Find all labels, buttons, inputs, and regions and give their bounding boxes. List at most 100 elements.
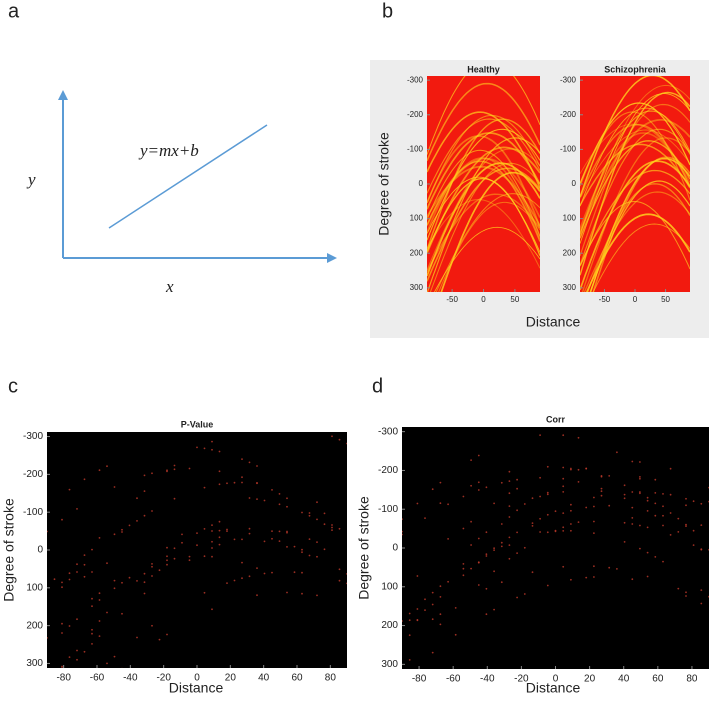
texture-dot [577,436,580,439]
texture-dot [462,495,465,498]
heatmap-texture [580,76,690,292]
y-tick-label: -200 [560,110,577,119]
texture-dot [211,524,213,526]
texture-dot [439,481,442,484]
texture-curve [427,114,540,204]
x-tick-label: 0 [194,673,200,684]
texture-dot [248,527,251,530]
texture-dot [233,481,236,484]
texture-dot [623,521,626,524]
texture-dot [516,531,518,534]
texture-dot [278,493,281,495]
texture-dot [402,533,403,536]
y-tick-label: 100 [563,214,577,223]
texture-dot [577,481,580,483]
texture-dot [241,538,243,541]
texture-dot [61,622,63,625]
texture-dot [83,478,86,481]
texture-dot [91,548,93,551]
texture-dot [500,545,503,548]
texture-dot [431,618,434,621]
texture-dot [76,508,78,510]
texture-dot [416,502,419,505]
texture-dot [685,525,687,527]
texture-dot [226,528,228,531]
panel-label: c [8,375,18,397]
texture-dot [308,538,311,540]
texture-curve [429,162,540,292]
texture-dot [669,493,672,496]
texture-dot [158,569,161,572]
texture-dot [516,552,518,554]
texture-curve [427,157,540,239]
texture-dot [562,526,565,529]
texture-dot [639,547,641,550]
texture-dot [677,517,680,520]
texture-dot [316,541,318,543]
texture-dot [256,465,258,467]
texture-dot [173,497,176,500]
texture-dot [338,438,341,441]
texture-dot [654,556,657,558]
y-tick-label: 200 [410,248,424,257]
heatmap-background [402,427,709,669]
texture-dot [121,528,123,531]
texture-dot [700,502,703,505]
texture-dot [316,594,318,597]
y-tick-label: 100 [26,582,43,593]
texture-dot [470,544,472,546]
texture-curve [580,102,690,184]
texture-dot [677,531,680,533]
texture-dot [485,555,488,557]
y-tick-label: 300 [381,659,398,670]
texture-dot [485,587,488,590]
texture-curve [580,76,690,198]
texture-dot [431,488,434,491]
texture-dot [218,536,221,539]
texture-dot [639,477,641,480]
x-tick-label: -60 [446,674,461,685]
texture-dot [454,633,457,636]
texture-curve [427,137,540,292]
texture-dot [523,503,526,505]
texture-dot [166,633,168,636]
x-tick-label: 20 [584,674,596,685]
texture-dot [286,497,288,500]
texture-dot [263,540,266,543]
texture-dot [639,491,641,493]
texture-dot [669,534,672,536]
texture-dot [685,523,687,526]
x-tick-label: 40 [258,673,270,684]
texture-dot [692,529,695,532]
y-tick-label: 300 [410,283,424,292]
texture-curve [427,199,540,269]
texture-dot [508,470,511,473]
texture-dot [68,578,71,581]
texture-dot [46,692,48,694]
texture-dot [662,514,664,517]
line [108,124,268,229]
texture-dot [256,594,258,597]
texture-dot [76,618,78,621]
texture-curve [580,93,690,244]
texture-dot [166,555,168,558]
texture-dot [570,578,572,581]
texture-dot [98,537,101,539]
texture-dot [338,579,341,582]
texture-dot [338,527,341,530]
texture-dot [470,484,472,487]
x-tick-label: 50 [661,295,670,304]
texture-dot [98,620,101,622]
texture-dot [523,546,526,549]
texture-dot [516,596,518,599]
texture-dot [646,499,649,502]
y-tick-label: -300 [23,431,43,442]
texture-dot [218,529,221,532]
texture-dot [188,467,191,470]
x-tick-label: -50 [599,295,611,304]
texture-dot [616,568,618,570]
y-tick-label: -200 [407,110,424,119]
texture-dot [570,529,572,532]
texture-dot [226,530,228,532]
texture-dot [98,592,101,595]
